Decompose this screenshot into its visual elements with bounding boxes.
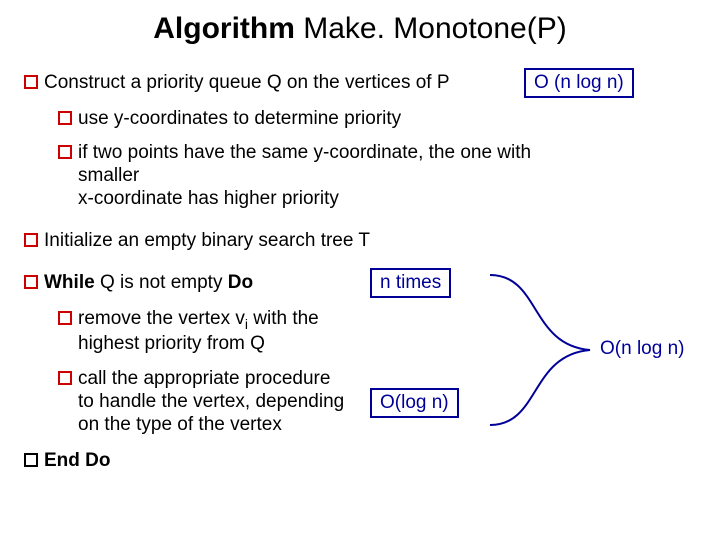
slide: Algorithm Make. Monotone(P) Construct a … [0, 0, 720, 540]
ologn-box: O(log n) [370, 388, 459, 418]
bullet-icon [58, 145, 72, 159]
sub-call-a: call the appropriate procedure [78, 368, 330, 389]
complexity-box-1: O (n log n) [524, 68, 634, 98]
sub-use-y: use y-coordinates to determine priority [58, 108, 401, 131]
sub-tiebreak-c: x-coordinate has higher priority [78, 188, 339, 209]
step-while: While Q is not empty Do [24, 272, 253, 295]
sub-tiebreak-b: smaller [78, 165, 139, 186]
ologn-text: O(log n) [380, 392, 449, 413]
ntimes-box: n times [370, 268, 451, 298]
bullet-icon [24, 233, 38, 247]
sub-use-y-text: use y-coordinates to determine priority [78, 108, 401, 129]
bullet-icon [58, 111, 72, 125]
while-cond: Q is not empty [95, 272, 228, 293]
step-init-text: Initialize an empty binary search tree T [44, 230, 370, 251]
enddo-text: End Do [44, 450, 111, 471]
sub-remove-a: remove the vertex v [78, 308, 245, 329]
sub-remove-c: highest priority from Q [78, 333, 265, 354]
title-rest: Make. Monotone(P) [295, 12, 567, 45]
bullet-icon [24, 453, 38, 467]
sub-tiebreak: if two points have the same y-coordinate… [58, 142, 531, 210]
bullet-icon [24, 275, 38, 289]
step-construct: Construct a priority queue Q on the vert… [24, 72, 450, 95]
complexity-1-text: O (n log n) [534, 72, 624, 93]
bullet-icon [58, 311, 72, 325]
sub-remove: remove the vertex vi with the highest pr… [58, 308, 319, 355]
do-kw: Do [228, 272, 253, 293]
brace-complexity-text: O(n log n) [600, 338, 684, 359]
bullet-icon [24, 75, 38, 89]
step-enddo: End Do [24, 450, 111, 473]
ntimes-text: n times [380, 272, 441, 293]
brace-icon [480, 270, 620, 430]
title-bold: Algorithm [153, 12, 295, 45]
sub-call-c: on the type of the vertex [78, 414, 282, 435]
sub-remove-b: with the [248, 308, 319, 329]
sub-tiebreak-a: if two points have the same y-coordinate… [78, 142, 531, 163]
slide-title: Algorithm Make. Monotone(P) [0, 12, 720, 46]
sub-call: call the appropriate procedure to handle… [58, 368, 344, 436]
bullet-icon [58, 371, 72, 385]
step-construct-text: Construct a priority queue Q on the vert… [44, 72, 450, 93]
brace-complexity: O(n log n) [600, 338, 684, 360]
while-kw: While [44, 272, 95, 293]
sub-call-b: to handle the vertex, depending [78, 391, 344, 412]
step-init: Initialize an empty binary search tree T [24, 230, 370, 253]
